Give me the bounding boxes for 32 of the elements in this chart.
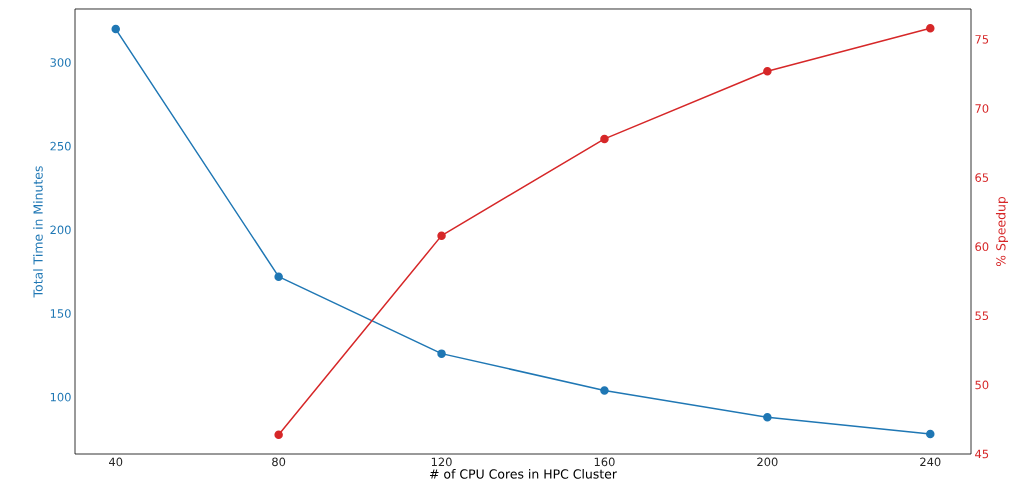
- y2-tick-label: 65: [975, 173, 989, 182]
- y-axis-title: Total Time in Minutes: [33, 166, 43, 298]
- point: [274, 272, 283, 281]
- x-tick-label: 160: [594, 457, 615, 467]
- x-tick-label: 200: [757, 457, 778, 467]
- y2-tick-label: 50: [975, 380, 989, 390]
- y2-tick-label: 75: [975, 35, 989, 44]
- point: [600, 386, 609, 395]
- point: [274, 430, 283, 439]
- x-tick-label: 240: [920, 457, 941, 467]
- point: [926, 429, 935, 439]
- point: [763, 66, 772, 76]
- y-tick-label: 200: [50, 225, 71, 235]
- x-tick-label: 40: [109, 457, 123, 467]
- x-tick-label: 80: [272, 457, 286, 467]
- point: [437, 349, 446, 358]
- point: [600, 134, 609, 144]
- y-tick-label: 250: [50, 141, 71, 151]
- x-axis-title: # of CPU Cores in HPC Cluster: [429, 469, 617, 479]
- y2-axis-title: % Speedup: [995, 196, 1009, 267]
- x-tick-label: 120: [431, 457, 452, 467]
- y2-tick-label: 70: [975, 104, 989, 113]
- y-tick-label: 150: [50, 309, 71, 318]
- y2-tick-label: 55: [975, 311, 989, 321]
- point: [111, 24, 120, 34]
- y2-tick-label: 45: [975, 449, 989, 459]
- y2-tick-label: 60: [975, 242, 989, 252]
- point: [926, 24, 935, 33]
- point: [763, 412, 772, 422]
- y-tick-label: 300: [50, 58, 71, 67]
- y-tick-label: 100: [50, 392, 71, 402]
- point: [437, 231, 446, 240]
